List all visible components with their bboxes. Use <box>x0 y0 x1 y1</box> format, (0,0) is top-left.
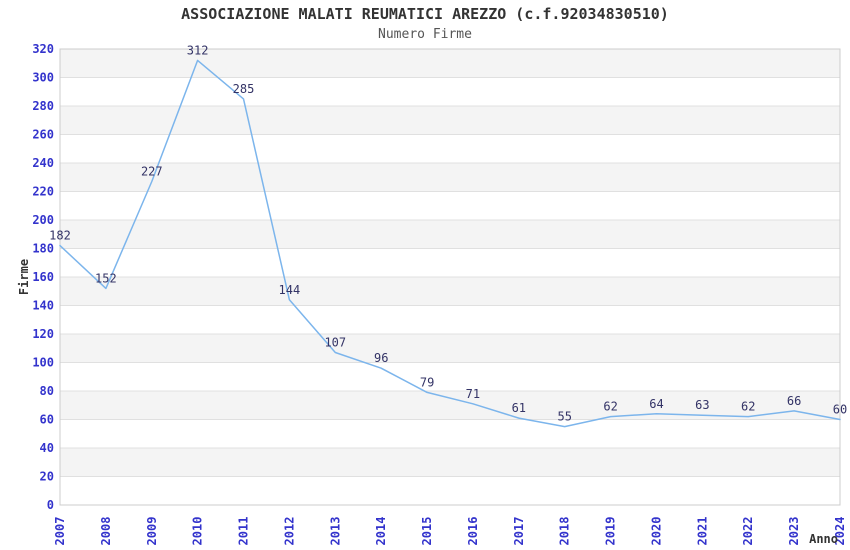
y-tick-label: 220 <box>32 185 54 199</box>
data-label: 66 <box>787 394 801 408</box>
x-tick-label: 2008 <box>99 517 113 546</box>
data-label: 79 <box>420 375 434 389</box>
x-tick-label: 2018 <box>558 517 572 546</box>
x-tick-label: 2011 <box>237 517 251 546</box>
data-label: 63 <box>695 398 709 412</box>
data-label: 64 <box>649 397 663 411</box>
x-tick-label: 2010 <box>191 517 205 546</box>
data-label: 227 <box>141 165 163 179</box>
data-label: 107 <box>324 336 346 350</box>
y-tick-label: 120 <box>32 327 54 341</box>
data-label: 62 <box>741 400 755 414</box>
plot-border <box>59 48 841 506</box>
chart-title: ASSOCIAZIONE MALATI REUMATICI AREZZO (c.… <box>181 5 669 23</box>
y-tick-label: 60 <box>40 413 54 427</box>
data-label: 62 <box>603 400 617 414</box>
x-tick-label: 2022 <box>741 517 755 546</box>
plot-band <box>60 49 840 78</box>
y-tick-label: 0 <box>47 498 54 512</box>
plot-band <box>60 106 840 135</box>
x-tick-label: 2012 <box>282 517 296 546</box>
data-label: 285 <box>233 82 255 96</box>
x-tick-label: 2015 <box>420 517 434 546</box>
x-tick-label: 2020 <box>650 517 664 546</box>
x-tick-label: 2024 <box>833 517 847 546</box>
y-tick-label: 140 <box>32 299 54 313</box>
data-label: 71 <box>466 387 480 401</box>
data-label: 96 <box>374 351 388 365</box>
series-line <box>59 59 841 428</box>
data-label: 182 <box>49 229 71 243</box>
data-label: 144 <box>279 283 301 297</box>
plot-band <box>60 277 840 306</box>
data-label: 312 <box>187 43 209 57</box>
data-label: 55 <box>557 410 571 424</box>
plot-band <box>60 220 840 249</box>
plot-band <box>60 334 840 363</box>
x-tick-label: 2013 <box>328 517 342 546</box>
y-tick-label: 200 <box>32 213 54 227</box>
data-label: 152 <box>95 271 117 285</box>
x-axis-title: Anno <box>809 532 838 546</box>
x-tick-label: 2017 <box>512 517 526 546</box>
y-tick-label: 300 <box>32 71 54 85</box>
y-tick-label: 260 <box>32 128 54 142</box>
x-tick-label: 2007 <box>53 517 67 546</box>
y-tick-label: 320 <box>32 42 54 56</box>
y-tick-label: 20 <box>40 470 54 484</box>
y-tick-label: 280 <box>32 99 54 113</box>
x-tick-label: 2023 <box>787 517 801 546</box>
y-tick-label: 240 <box>32 156 54 170</box>
x-tick-label: 2021 <box>695 517 709 546</box>
y-tick-label: 80 <box>40 384 54 398</box>
y-axis-title: Firme <box>17 259 31 295</box>
y-tick-label: 160 <box>32 270 54 284</box>
x-tick-label: 2009 <box>145 517 159 546</box>
plot-band <box>60 163 840 192</box>
y-tick-label: 180 <box>32 242 54 256</box>
x-tick-label: 2016 <box>466 517 480 546</box>
x-tick-label: 2014 <box>374 517 388 546</box>
y-tick-label: 40 <box>40 441 54 455</box>
x-tick-label: 2019 <box>604 517 618 546</box>
data-label: 60 <box>833 403 847 417</box>
data-label: 61 <box>512 401 526 415</box>
plot-band <box>60 448 840 477</box>
chart-subtitle: Numero Firme <box>378 27 472 42</box>
y-tick-label: 100 <box>32 356 54 370</box>
